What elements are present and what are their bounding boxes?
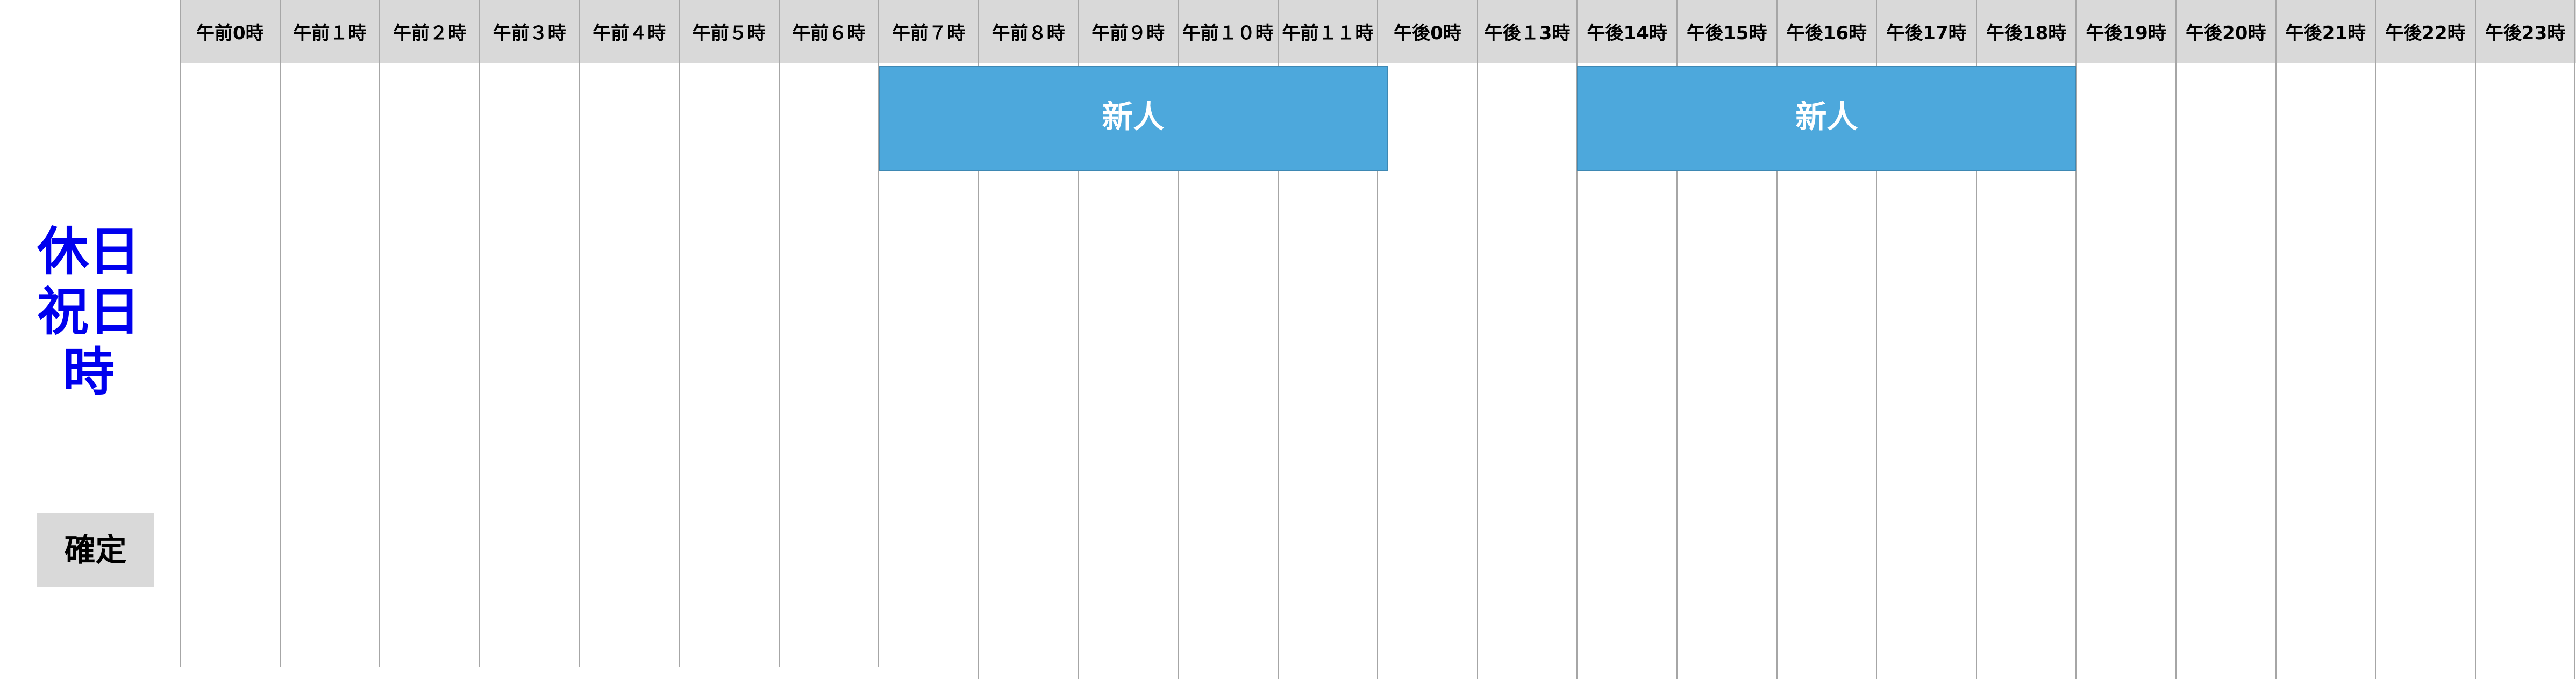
hour-divider: [180, 0, 181, 667]
hour-label: 午後19時: [2086, 23, 2166, 44]
hour-divider: [2375, 0, 2377, 679]
hour-label: 午後21時: [2285, 23, 2366, 44]
hour-label: 午後15時: [1687, 23, 1767, 44]
confirm-button[interactable]: 確定: [37, 513, 154, 587]
hour-label: 午前９時: [1091, 23, 1165, 44]
hour-label: 午前１１時: [1282, 23, 1374, 44]
hour-divider: [1576, 0, 1578, 679]
hour-divider: [2075, 0, 2077, 679]
hour-divider: [977, 0, 979, 679]
hour-label: 午後18時: [1986, 23, 2067, 44]
hour-divider: [1476, 0, 1478, 679]
hour-divider: [479, 0, 480, 667]
hour-divider: [2175, 0, 2177, 679]
hour-label: 午前１時: [293, 23, 367, 44]
shift-block[interactable]: 新人: [1577, 66, 2077, 171]
label-line-public-holiday: 祝日: [37, 282, 140, 342]
hour-divider: [379, 0, 381, 667]
hour-label: 午前４時: [593, 23, 666, 44]
hour-label: 午前0時: [196, 23, 264, 44]
hour-divider: [1078, 0, 1079, 679]
hour-divider: [1776, 0, 1778, 679]
hour-divider: [2474, 0, 2476, 679]
label-line-holiday: 休日: [37, 221, 140, 282]
hour-label: 午後22時: [2385, 23, 2466, 44]
hour-label: 午前６時: [792, 23, 866, 44]
hour-label: 午後16時: [1786, 23, 1867, 44]
hour-divider: [1178, 0, 1179, 679]
hour-label: 午前７時: [891, 23, 965, 44]
hour-divider: [878, 0, 880, 667]
hour-divider: [1676, 0, 1678, 679]
hour-divider: [778, 0, 780, 667]
hour-label: 午後20時: [2186, 23, 2266, 44]
hour-label: 午前２時: [393, 23, 466, 44]
hour-divider: [279, 0, 281, 667]
hour-label: 午後17時: [1886, 23, 1967, 44]
label-line-time: 時: [63, 342, 115, 402]
hour-divider: [1277, 0, 1279, 679]
shift-block[interactable]: 新人: [879, 66, 1388, 171]
hour-label: 午後23時: [2485, 23, 2566, 44]
hour-divider: [679, 0, 680, 667]
hour-label: 午前３時: [493, 23, 566, 44]
hour-divider: [1975, 0, 1977, 679]
hour-label: 午後１3時: [1484, 23, 1571, 44]
hour-divider: [579, 0, 580, 667]
hour-label: 午前１０時: [1182, 23, 1274, 44]
hour-divider: [2574, 0, 2576, 679]
hour-label: 午後14時: [1587, 23, 1667, 44]
schedule-type-label: 休日 祝日 時: [30, 221, 148, 402]
hour-divider: [1377, 0, 1379, 679]
hour-label: 午前８時: [991, 23, 1065, 44]
hour-divider: [1876, 0, 1878, 679]
hour-divider: [2275, 0, 2277, 679]
hour-label: 午後0時: [1394, 23, 1461, 44]
hour-label: 午前５時: [692, 23, 766, 44]
